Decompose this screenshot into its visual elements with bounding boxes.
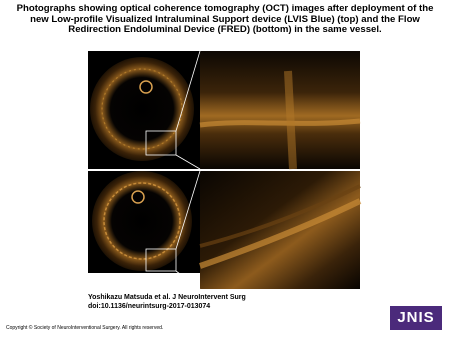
oct-figure: [88, 51, 362, 290]
slide-title: Photographs showing optical coherence to…: [16, 3, 434, 35]
copyright: Copyright © Society of NeuroIntervention…: [6, 325, 164, 331]
journal-logo: JNIS: [390, 306, 442, 330]
figure-doi: doi:10.1136/neurintsurg-2017-013074: [88, 303, 211, 310]
figure-citation: Yoshikazu Matsuda et al. J NeuroInterven…: [88, 294, 246, 301]
